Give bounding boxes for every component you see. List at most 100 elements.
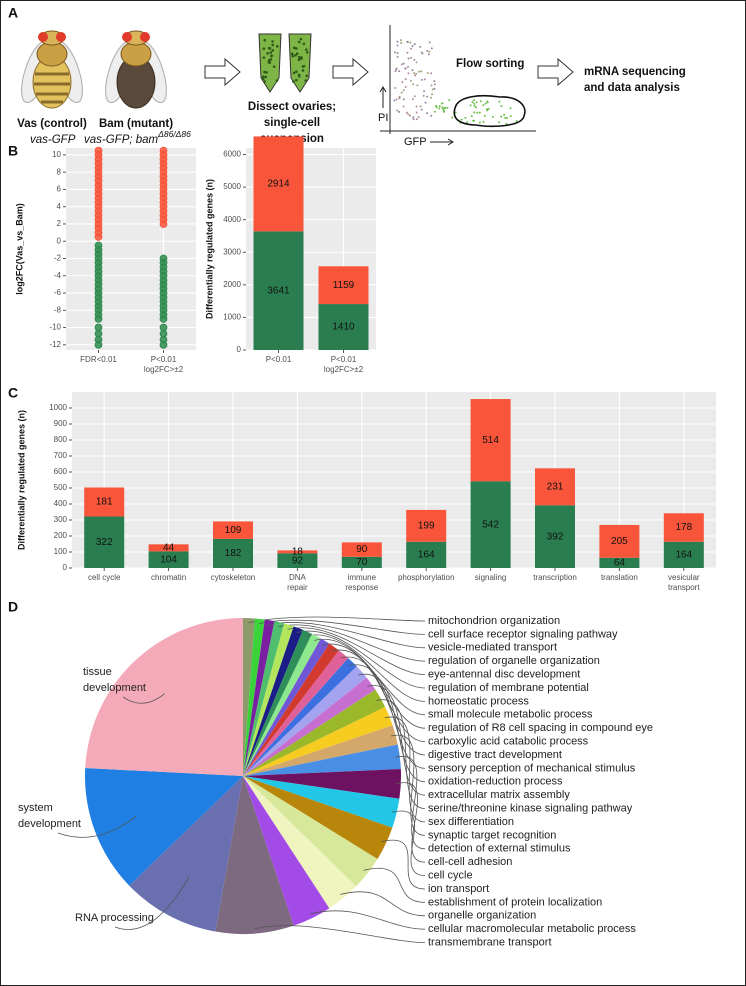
bar-segment <box>599 557 640 568</box>
cell <box>415 61 418 64</box>
cell <box>478 111 481 114</box>
cell <box>500 115 503 118</box>
cell <box>263 70 266 74</box>
pie-label: sex differentiation <box>428 816 514 828</box>
pie-label: system <box>18 802 53 814</box>
leader-line <box>305 634 426 702</box>
cell <box>292 46 296 50</box>
genotype-text: vas-GFP; bam <box>84 134 159 146</box>
point <box>94 340 103 349</box>
cell <box>509 107 512 110</box>
y-tick-label: 4 <box>57 202 62 211</box>
pie-label: cell cycle <box>428 870 473 882</box>
data-label: 1159 <box>333 280 355 291</box>
bar-segment <box>277 553 318 568</box>
cell <box>396 40 399 43</box>
cell <box>420 108 423 111</box>
genotype: vas-GFP <box>30 134 76 146</box>
bar-segment <box>470 481 511 568</box>
y-tick-label: 0 <box>237 345 242 354</box>
leader-line <box>395 782 426 863</box>
leader-line <box>381 839 426 890</box>
cell <box>400 41 403 44</box>
pie-label: carboxylic acid catabolic process <box>428 736 589 748</box>
x-tick-label: P<0.01 <box>266 355 292 364</box>
cell <box>431 88 434 91</box>
cell <box>426 71 429 74</box>
cell <box>448 99 451 102</box>
pie-label: extracellular matrix assembly <box>428 789 570 801</box>
leader-line <box>384 716 426 823</box>
data-label: 44 <box>163 542 175 553</box>
x-tick-label: FDR<0.01 <box>80 355 117 364</box>
data-label: 92 <box>292 555 304 566</box>
y-tick-label: 2 <box>57 219 62 228</box>
cell <box>509 115 512 118</box>
bar-segment <box>599 524 640 558</box>
pie-slice <box>85 618 244 776</box>
pie-slice <box>243 629 313 776</box>
cell <box>404 78 407 81</box>
cell <box>423 90 426 93</box>
bar-segment <box>341 542 382 557</box>
data-label: 164 <box>675 550 692 561</box>
cell <box>443 106 446 109</box>
cell <box>430 84 433 87</box>
cell <box>503 113 506 116</box>
data-label: 182 <box>225 548 242 559</box>
bar-segment <box>318 266 369 305</box>
pie-label: establishment of protein localization <box>428 896 602 908</box>
cell <box>473 105 476 108</box>
pie-slice <box>243 776 378 887</box>
cell <box>299 37 303 41</box>
cell <box>407 113 410 116</box>
pie-label: ion transport <box>428 883 489 895</box>
bar-segment <box>535 505 575 568</box>
genotype-superscript: Δ86/Δ86 <box>157 129 191 139</box>
leader-line <box>259 619 426 635</box>
pie-slice <box>243 776 330 926</box>
cell <box>302 42 306 46</box>
pie-label: regulation of organelle organization <box>428 655 600 667</box>
leader-line <box>287 627 426 675</box>
cell <box>413 43 416 46</box>
y-tick-label: 2000 <box>223 280 241 289</box>
axis-arrow <box>430 138 454 146</box>
cell <box>419 45 422 48</box>
y-tick-label: -6 <box>54 288 62 297</box>
cell <box>430 47 433 50</box>
pie-label: development <box>18 818 81 830</box>
cell <box>498 121 501 124</box>
y-tick-label: 6000 <box>223 150 241 159</box>
data-label: 109 <box>225 525 242 536</box>
cell <box>515 119 518 122</box>
cell <box>482 104 485 107</box>
cell <box>404 85 407 88</box>
step-text: Dissect ovaries; <box>248 101 336 113</box>
cell <box>426 112 429 115</box>
x-tick-label: cytoskeleton <box>211 573 255 582</box>
bar-segment <box>470 399 511 482</box>
cell <box>418 70 421 73</box>
eye <box>56 32 66 42</box>
cell <box>427 53 430 56</box>
point <box>159 315 168 323</box>
y-tick-label: 3000 <box>223 247 241 256</box>
sort-gate <box>453 94 526 128</box>
cell <box>261 75 265 78</box>
cell <box>305 48 308 51</box>
pie-slice <box>243 643 340 776</box>
cell <box>430 114 433 117</box>
pie-slice <box>243 677 376 776</box>
pie-slice <box>243 618 255 776</box>
pie-label: tissue <box>83 666 112 678</box>
cell <box>419 105 422 108</box>
data-label: 2914 <box>267 179 290 190</box>
pie-slice <box>243 666 367 776</box>
y-tick-label: -8 <box>54 305 62 314</box>
pie-slice <box>129 776 243 932</box>
data-label: 542 <box>482 519 499 530</box>
pie-label: regulation of R8 cell spacing in compoun… <box>428 722 653 734</box>
pie-label: cell surface receptor signaling pathway <box>428 628 618 640</box>
